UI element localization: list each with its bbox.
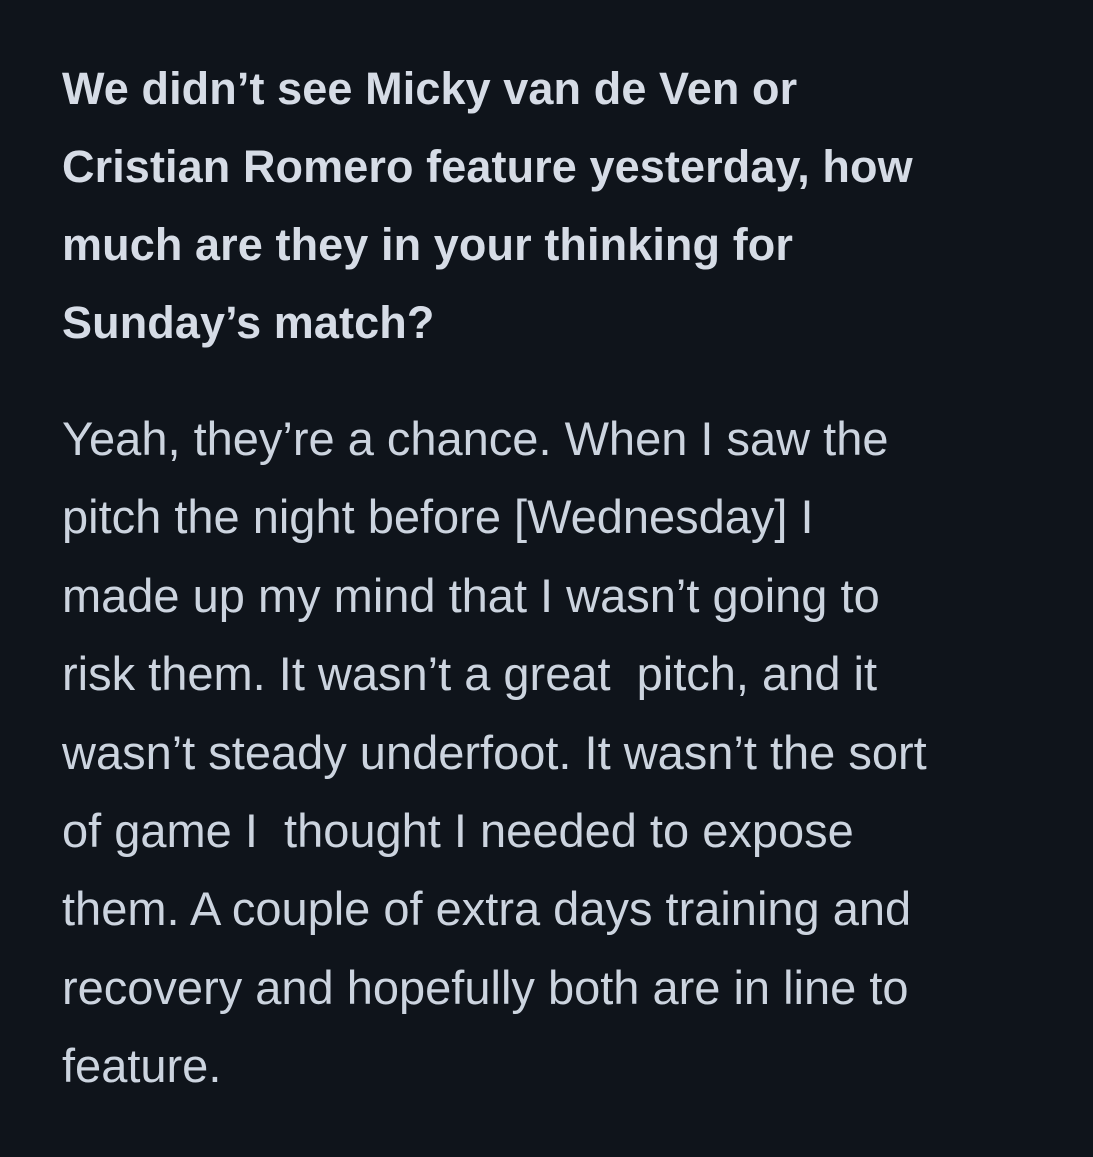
answer-line: recovery and hopefully both are in line … bbox=[62, 960, 909, 1014]
answer-line: of game I thought I needed to expose bbox=[62, 804, 854, 858]
question-line: We didn’t see Micky van de Ven or bbox=[62, 63, 798, 114]
question-line: Sunday’s match? bbox=[62, 297, 435, 348]
question-line: much are they in your thinking for bbox=[62, 219, 793, 270]
interview-question: We didn’t see Micky van de Ven or Cristi… bbox=[62, 50, 1052, 362]
answer-line: made up my mind that I wasn’t going to bbox=[62, 568, 880, 622]
answer-line: Yeah, they’re a chance. When I saw the bbox=[62, 412, 889, 465]
answer-line: wasn’t steady underfoot. It wasn’t the s… bbox=[62, 725, 927, 779]
interview-answer: Yeah, they’re a chance. When I saw the p… bbox=[62, 400, 1052, 1106]
answer-line: feature. bbox=[62, 1039, 222, 1093]
answer-line: pitch the night before [Wednesday] I bbox=[62, 490, 814, 544]
question-line: Cristian Romero feature yesterday, how bbox=[62, 141, 913, 192]
answer-line: them. A couple of extra days training an… bbox=[62, 882, 912, 936]
interview-excerpt: We didn’t see Micky van de Ven or Cristi… bbox=[62, 50, 1052, 1106]
answer-line: risk them. It wasn’t a great pitch, and … bbox=[62, 647, 878, 701]
